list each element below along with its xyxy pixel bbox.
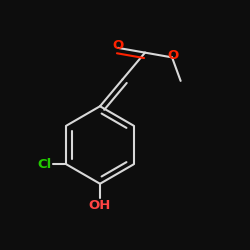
Text: O: O — [112, 39, 124, 52]
Text: O: O — [168, 49, 179, 62]
Text: OH: OH — [89, 199, 111, 212]
Text: Cl: Cl — [37, 158, 52, 171]
